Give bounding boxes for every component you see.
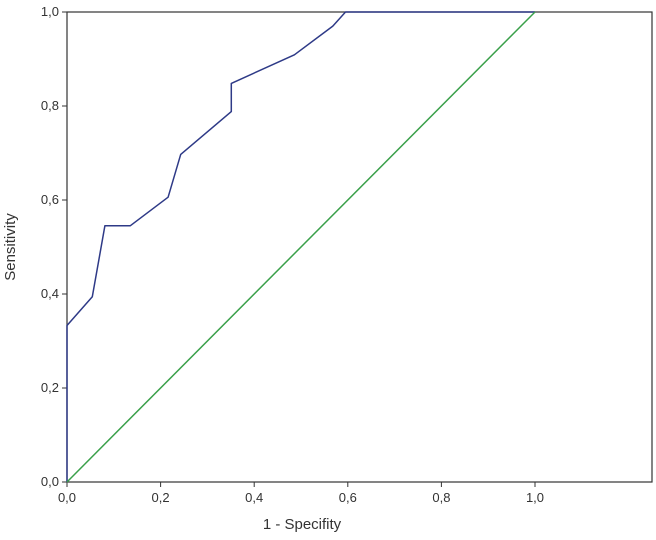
x-tick-label: 0,6 [339, 490, 357, 505]
y-tick-label: 0,0 [41, 474, 59, 489]
y-tick-label: 0,8 [41, 98, 59, 113]
y-tick-label: 0,4 [41, 286, 59, 301]
y-tick-label: 0,2 [41, 380, 59, 395]
tick-labels: 0,0 0,2 0,4 0,6 0,8 1,0 0,0 0,2 0,4 0,6 0,8 1,0 [41, 4, 544, 505]
x-axis-title: 1 - Specifity [263, 516, 342, 533]
axis-ticks [62, 11, 536, 487]
x-tick-label: 0,8 [432, 490, 450, 505]
x-tick-label: 0,4 [245, 490, 263, 505]
reference-diagonal-line [66, 11, 536, 483]
roc-curve-line [66, 11, 535, 482]
series-layer [66, 11, 536, 483]
y-tick-label: 1,0 [41, 4, 59, 19]
y-axis-title: Sensitivity [2, 213, 19, 281]
x-tick-label: 0,2 [152, 490, 170, 505]
x-tick-label: 0,0 [58, 490, 76, 505]
y-tick-label: 0,6 [41, 192, 59, 207]
x-tick-label: 1,0 [526, 490, 544, 505]
plot-area [66, 11, 653, 483]
